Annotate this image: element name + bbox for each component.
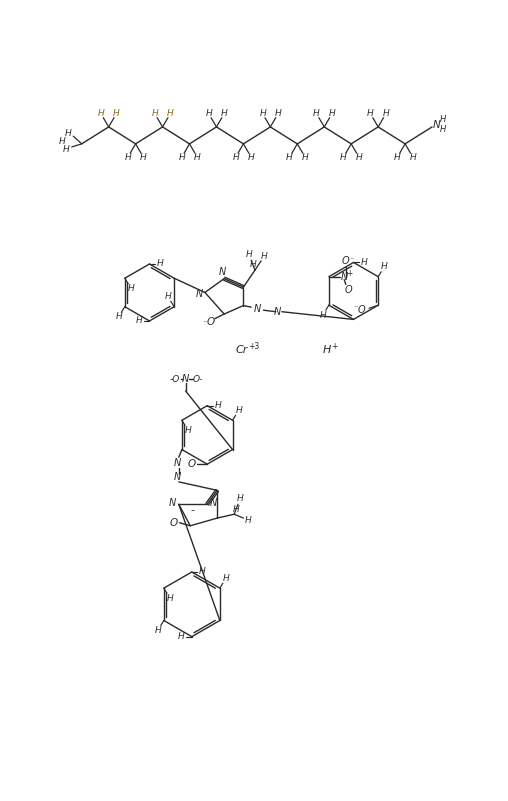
Text: O: O [169, 517, 177, 528]
Text: O: O [358, 305, 365, 315]
Text: H: H [65, 129, 72, 138]
Text: H: H [440, 115, 446, 123]
Text: N: N [174, 458, 181, 469]
Text: O: O [206, 316, 214, 327]
Text: H: H [232, 153, 239, 163]
Text: H: H [167, 594, 173, 602]
Text: H: H [214, 401, 221, 410]
Text: H: H [249, 260, 256, 269]
Text: H: H [223, 574, 230, 582]
Text: O: O [342, 256, 350, 266]
Text: N: N [219, 268, 226, 277]
Text: N: N [341, 272, 348, 282]
Text: H: H [221, 109, 228, 118]
Text: H: H [58, 137, 65, 146]
Text: H: H [233, 505, 240, 514]
Text: H: H [302, 153, 308, 163]
Text: N: N [253, 304, 261, 314]
Text: H: H [199, 567, 206, 577]
Text: H: H [167, 109, 174, 118]
Text: Cr: Cr [236, 345, 248, 355]
Text: H: H [165, 292, 171, 301]
Text: O: O [345, 285, 353, 295]
Text: N: N [174, 473, 181, 482]
Text: H: H [245, 516, 251, 525]
Text: H: H [98, 109, 104, 118]
Text: H: H [113, 109, 120, 118]
Text: H: H [323, 345, 331, 355]
Text: N: N [210, 497, 217, 508]
Text: H: H [409, 153, 416, 163]
Text: H: H [237, 494, 244, 503]
Text: H: H [115, 312, 122, 321]
Text: -: - [190, 505, 195, 515]
Text: H: H [367, 109, 374, 118]
Text: H: H [320, 311, 326, 320]
Text: H: H [194, 153, 201, 163]
Text: H: H [157, 260, 164, 268]
Text: H: H [361, 258, 368, 267]
Text: H: H [275, 109, 281, 118]
Text: H: H [151, 109, 158, 118]
Text: N: N [274, 307, 281, 316]
Text: +: + [346, 269, 353, 278]
Text: ⁻: ⁻ [203, 319, 207, 328]
Text: H: H [124, 153, 131, 163]
Text: H: H [154, 626, 161, 635]
Text: ⁻: ⁻ [354, 303, 358, 312]
Text: +: + [331, 342, 337, 351]
Text: H: H [259, 109, 266, 118]
Text: H: H [178, 153, 185, 163]
Text: H: H [128, 284, 134, 292]
Text: ⁻: ⁻ [349, 256, 354, 264]
Text: H: H [245, 250, 252, 260]
Text: O: O [188, 459, 196, 469]
Text: H: H [440, 126, 446, 135]
Text: N: N [169, 497, 176, 508]
Text: -O: -O [170, 375, 180, 384]
Text: H: H [140, 153, 147, 163]
Text: H: H [356, 153, 362, 163]
Text: N: N [182, 375, 189, 384]
Text: H: H [261, 252, 268, 261]
Text: H: H [286, 153, 293, 163]
Text: N: N [196, 289, 203, 299]
Text: H: H [248, 153, 255, 163]
Text: H: H [383, 109, 389, 118]
Text: H: H [185, 426, 192, 435]
Text: O-: O- [193, 375, 203, 384]
Text: H: H [63, 145, 70, 154]
Text: H: H [205, 109, 212, 118]
Text: H: H [135, 316, 142, 325]
Text: H: H [340, 153, 347, 163]
Text: +3: +3 [248, 342, 260, 351]
Text: H: H [178, 632, 184, 641]
Text: H: H [394, 153, 401, 163]
Text: N: N [433, 120, 440, 131]
Text: H: H [235, 406, 242, 415]
Text: H: H [329, 109, 335, 118]
Text: H: H [313, 109, 320, 118]
Text: H: H [381, 262, 388, 272]
